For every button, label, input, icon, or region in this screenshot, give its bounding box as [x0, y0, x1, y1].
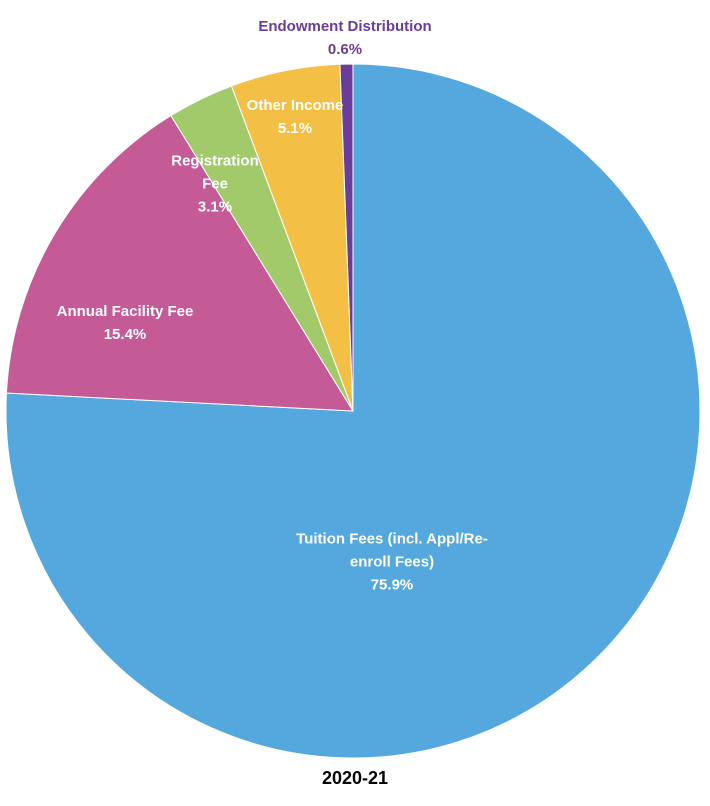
value-label: 3.1%: [197, 198, 233, 216]
pie-slice: [5, 114, 354, 412]
category-label: Annual Facility Fee: [56, 303, 194, 320]
slice-label: Other Income 5.1%: [225, 94, 365, 140]
category-label: Tuition Fees (incl. Appl/Re-enroll Fees): [296, 530, 488, 571]
value-label: 15.4%: [103, 326, 147, 343]
slice-label: Registration Fee 3.1%: [168, 150, 263, 219]
pie-slice: [5, 63, 701, 759]
slice-label: Annual Facility Fee 15.4%: [25, 300, 225, 346]
value-label: 5.1%: [277, 120, 313, 137]
category-label: Endowment Distribution: [258, 18, 432, 35]
pie-slice: [339, 63, 354, 412]
slice-label: Endowment Distribution 0.6%: [210, 15, 480, 61]
slice-label: Tuition Fees (incl. Appl/Re-enroll Fees)…: [292, 528, 492, 597]
value-label: 0.6%: [327, 41, 363, 58]
chart-title: 2020-21: [321, 768, 389, 788]
value-label: 75.9%: [370, 576, 414, 594]
category-label: Other Income: [246, 97, 344, 114]
category-label: Registration Fee: [171, 152, 259, 193]
